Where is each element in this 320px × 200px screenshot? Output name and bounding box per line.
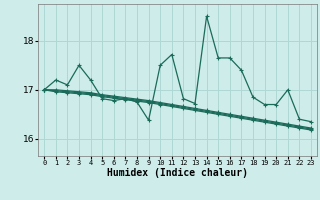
X-axis label: Humidex (Indice chaleur): Humidex (Indice chaleur) xyxy=(107,168,248,178)
